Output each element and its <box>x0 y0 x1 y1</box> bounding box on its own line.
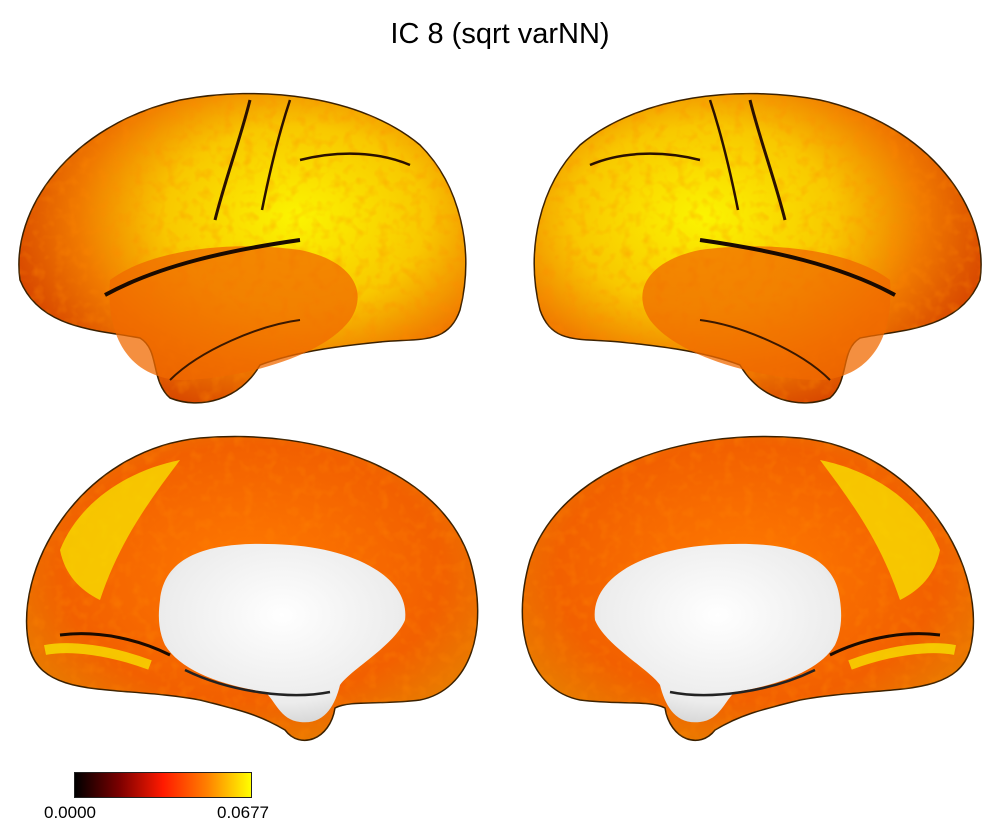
right-medial-view <box>521 435 975 741</box>
colorbar-max-label: 0.0677 <box>217 803 269 822</box>
left-lateral-view <box>18 92 467 404</box>
colorbar-min-label: 0.0000 <box>44 803 96 822</box>
colorbar <box>74 772 252 798</box>
right-lateral-view <box>533 92 982 404</box>
left-medial-view <box>25 435 479 741</box>
figure-title: IC 8 (sqrt varNN) <box>390 18 610 50</box>
